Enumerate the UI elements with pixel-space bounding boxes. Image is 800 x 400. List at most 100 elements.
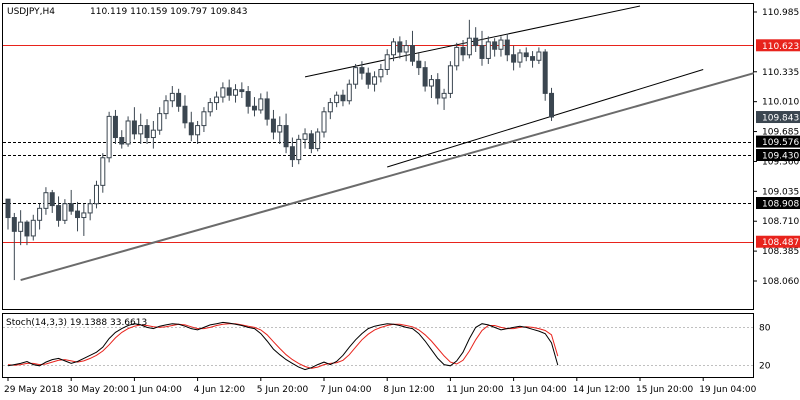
candle — [473, 27, 479, 53]
candle — [157, 107, 163, 135]
candle — [492, 38, 498, 57]
candle — [131, 107, 137, 140]
candle — [30, 214, 36, 241]
candle — [441, 88, 447, 110]
candle — [346, 79, 352, 105]
candle — [422, 61, 428, 92]
candle — [214, 91, 220, 110]
candle — [340, 89, 346, 107]
candle — [359, 61, 365, 80]
price-tag-109.576: 109.576 — [756, 135, 800, 148]
candle — [75, 201, 81, 232]
candle — [138, 113, 144, 144]
candle — [43, 187, 49, 215]
candle — [106, 111, 112, 163]
candle — [435, 73, 441, 105]
candle — [334, 91, 340, 108]
candle — [201, 107, 207, 133]
time-tick-label: 1 Jun 04:00 — [130, 385, 182, 395]
candle — [176, 88, 182, 112]
candle — [315, 128, 321, 152]
time-tick-label: 30 May 20:00 — [67, 385, 129, 395]
candle — [511, 45, 517, 71]
candle — [119, 130, 125, 149]
chart-symbol-title: USDJPY,H4 — [7, 7, 55, 17]
candle — [188, 111, 194, 142]
price-tag-109.430: 109.430 — [756, 149, 800, 162]
candle — [289, 137, 295, 167]
candle — [11, 212, 17, 281]
candle — [18, 210, 24, 246]
candle — [233, 84, 239, 103]
candle — [264, 91, 270, 126]
candle — [403, 40, 409, 62]
candle — [163, 95, 169, 120]
time-tick-label: 29 May 2018 — [4, 385, 63, 395]
time-tick-label: 13 Jun 04:00 — [510, 385, 567, 395]
candle — [220, 82, 226, 103]
stochastic-label: Stoch(14,3,3) 19.1388 33.6613 — [6, 318, 147, 328]
candle — [466, 19, 472, 59]
candle — [454, 42, 460, 71]
indicator-plot-frame — [2, 313, 754, 378]
ohlc-header: 110.119 110.159 109.797 109.843 — [90, 7, 247, 17]
svg-text:110.623: 110.623 — [762, 42, 799, 52]
price-levels — [3, 45, 753, 243]
candle — [81, 203, 87, 236]
candle — [5, 198, 11, 230]
time-tick-label: 14 Jun 12:00 — [573, 385, 630, 395]
candle — [24, 220, 30, 246]
candle — [542, 49, 548, 101]
candle — [182, 95, 188, 129]
candle — [144, 119, 150, 144]
candle — [372, 71, 378, 92]
candle — [87, 199, 93, 221]
price-tag-108.487: 108.487 — [756, 235, 800, 248]
price-tags: 110.623 109.843 109.576 109.430 108.908 108.4… — [756, 39, 800, 248]
svg-text:108.487: 108.487 — [762, 238, 799, 248]
price-tick-label: 110.010 — [762, 98, 799, 108]
time-tick-label: 11 Jun 20:00 — [446, 385, 503, 395]
svg-text:109.843: 109.843 — [762, 114, 799, 124]
candle — [327, 97, 333, 120]
candle — [308, 130, 314, 154]
price-axis: 110.985 110.335 110.010 109.685 109.360 109.0… — [753, 8, 799, 287]
candle — [251, 97, 257, 117]
candle — [530, 51, 536, 68]
candle — [416, 52, 422, 75]
candle — [258, 93, 264, 114]
time-tick-label: 15 Jun 20:00 — [636, 385, 693, 395]
stochastic-indicator: 80 20 — [3, 321, 771, 372]
stoch-signal-line — [7, 323, 559, 369]
candle — [504, 33, 510, 62]
candle — [321, 107, 327, 138]
candle — [150, 120, 156, 149]
candle — [409, 30, 415, 66]
stoch-main-line — [7, 321, 559, 371]
candle — [384, 49, 390, 75]
candle — [302, 128, 308, 149]
candle — [56, 196, 62, 227]
candle — [169, 86, 175, 108]
price-tick-label: 108.385 — [762, 247, 799, 257]
candle — [283, 113, 289, 154]
price-tick-label: 109.035 — [762, 187, 799, 197]
price-tag-110.623: 110.623 — [756, 39, 800, 52]
trendlines — [20, 5, 755, 282]
trendline-1 — [20, 72, 755, 282]
candle — [536, 47, 542, 64]
candle — [277, 116, 283, 144]
candle — [100, 153, 106, 193]
candle — [378, 63, 384, 83]
price-tick-label: 110.985 — [762, 8, 799, 18]
candle — [62, 199, 68, 224]
candle — [93, 180, 99, 209]
candle — [245, 86, 251, 114]
candle — [37, 203, 43, 230]
candle — [365, 67, 371, 89]
candle — [397, 36, 403, 59]
candle — [549, 87, 555, 121]
time-tick-label: 4 Jun 12:00 — [194, 385, 246, 395]
time-tick-label: 5 Jun 20:00 — [257, 385, 309, 395]
candle — [296, 134, 302, 165]
